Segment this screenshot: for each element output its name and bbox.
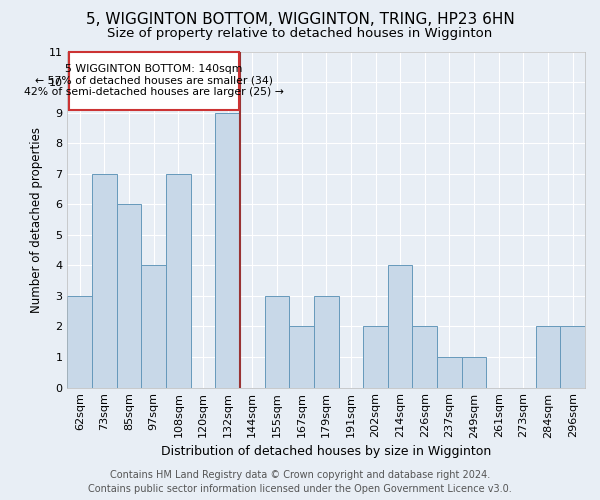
Text: Size of property relative to detached houses in Wigginton: Size of property relative to detached ho… (107, 28, 493, 40)
Bar (265, 296, 289, 388)
Bar (314, 296, 338, 388)
Bar (437, 357, 462, 388)
Bar (462, 357, 487, 388)
X-axis label: Distribution of detached houses by size in Wigginton: Distribution of detached houses by size … (161, 444, 491, 458)
Text: Contains HM Land Registry data © Crown copyright and database right 2024.
Contai: Contains HM Land Registry data © Crown c… (88, 470, 512, 494)
Bar (363, 326, 388, 388)
Text: 5, WIGGINTON BOTTOM, WIGGINTON, TRING, HP23 6HN: 5, WIGGINTON BOTTOM, WIGGINTON, TRING, H… (86, 12, 514, 28)
Bar (536, 326, 560, 388)
Bar (67, 296, 92, 388)
Bar (289, 326, 314, 388)
Bar (166, 174, 191, 388)
FancyBboxPatch shape (68, 52, 239, 110)
Bar (215, 112, 240, 388)
Bar (388, 266, 412, 388)
Y-axis label: Number of detached properties: Number of detached properties (30, 126, 43, 312)
Bar (92, 174, 117, 388)
Text: 5 WIGGINTON BOTTOM: 140sqm
← 57% of detached houses are smaller (34)
42% of semi: 5 WIGGINTON BOTTOM: 140sqm ← 57% of deta… (24, 64, 284, 97)
Bar (412, 326, 437, 388)
Bar (560, 326, 585, 388)
Bar (117, 204, 142, 388)
Bar (142, 266, 166, 388)
